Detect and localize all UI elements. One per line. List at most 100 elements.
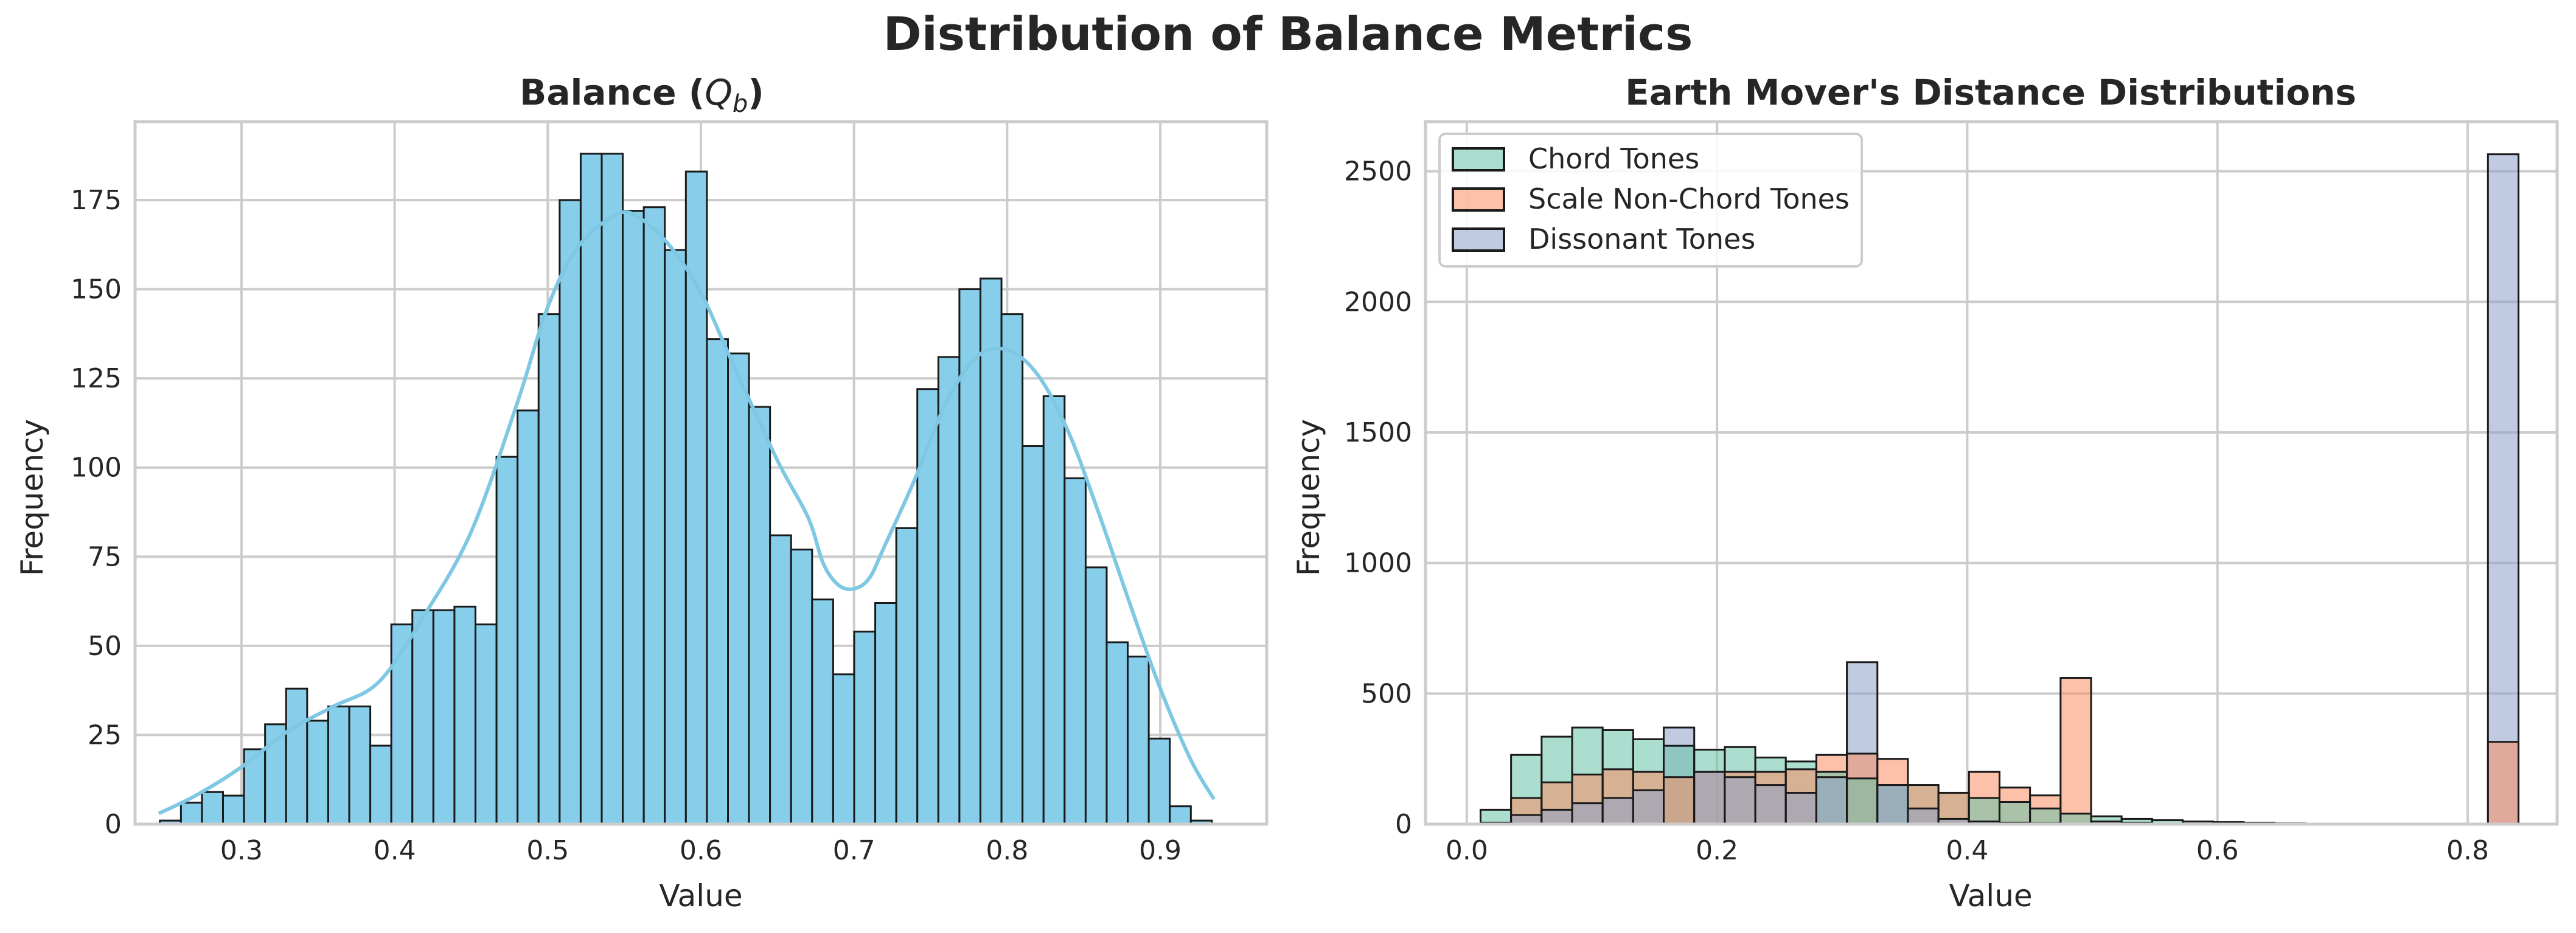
balance-bars: [159, 153, 1213, 825]
histogram-bar: [1063, 477, 1087, 825]
histogram-bar: [348, 706, 372, 825]
y-tick-label: 2500: [1344, 156, 1412, 187]
balance-histogram-panel: Balance (Qb) Value Frequency 0.3 0.4 0.5 0.…: [15, 72, 1269, 914]
emd-bars: [1479, 153, 2519, 825]
histogram-bar: [979, 277, 1003, 825]
histogram-bar: [579, 153, 603, 825]
histogram-bar: [411, 609, 434, 825]
histogram-bar: [1169, 805, 1192, 825]
histogram-bar: [937, 356, 961, 825]
histogram-bar-dissonant-tones: [1693, 771, 1726, 825]
histogram-bar-chord-tones: [1846, 777, 1879, 825]
histogram-bar-chord-tones: [1998, 801, 2031, 825]
histogram-bar: [1022, 445, 1045, 825]
x-tick-label: 0.6: [2196, 835, 2239, 866]
histogram-bar: [790, 549, 813, 825]
histogram-bar: [306, 720, 329, 825]
y-tick-label: 50: [88, 631, 122, 662]
emd-x-axis-label: Value: [1949, 878, 2032, 914]
title-symbol: Q: [705, 72, 733, 113]
y-tick-label: 25: [88, 720, 122, 751]
histogram-bar-dissonant-tones: [1907, 807, 1940, 825]
histogram-bar: [622, 210, 645, 825]
histogram-bar-chord-tones: [2029, 807, 2062, 825]
y-tick-label: 1500: [1344, 417, 1412, 448]
x-tick-label: 0.0: [1446, 835, 1488, 866]
histogram-bar-chord-tones: [1968, 797, 2000, 825]
histogram-bar: [285, 687, 308, 825]
balance-axes-frame: [133, 120, 1269, 826]
emd-histogram-panel: Earth Mover's Distance Distributions Val…: [1291, 72, 2559, 914]
histogram-bar: [222, 794, 245, 825]
y-tick-label: 125: [71, 363, 122, 394]
y-tick-label: 150: [71, 274, 122, 305]
histogram-bar: [664, 249, 687, 825]
balance-tick-labels: 0.3 0.4 0.5 0.6 0.7 0.8 0.9 0 25 50 75 100 125 150 175: [71, 185, 1182, 866]
histogram-bar: [811, 598, 834, 825]
x-tick-label: 0.2: [1696, 835, 1738, 866]
histogram-bar: [1105, 641, 1129, 825]
y-tick-label: 75: [88, 541, 122, 572]
histogram-bar-dissonant-tones: [1784, 791, 1817, 825]
histogram-bar-dissonant-tones: [2487, 153, 2519, 825]
histogram-bar-chord-tones: [2059, 813, 2092, 825]
x-tick-label: 0.5: [526, 835, 569, 866]
histogram-bar: [537, 313, 561, 825]
emd-tick-labels: 0.0 0.2 0.4 0.6 0.8 0 500 1000 1500 2000 2500: [1344, 156, 2489, 866]
histogram-bar-dissonant-tones: [1724, 776, 1756, 825]
title-suffix: ): [748, 72, 764, 113]
balance-y-axis-label: Frequency: [15, 419, 50, 576]
title-prefix: Balance (: [520, 72, 705, 113]
balance-chart-title: Balance (Qb): [520, 72, 764, 118]
x-tick-label: 0.6: [680, 835, 722, 866]
x-tick-label: 0.7: [833, 835, 875, 866]
x-tick-label: 0.4: [374, 835, 416, 866]
title-subscript: b: [733, 90, 748, 118]
x-tick-label: 0.3: [220, 835, 263, 866]
histogram-bar: [517, 409, 540, 825]
histogram-bar: [201, 791, 225, 825]
histogram-bar-dissonant-tones: [1632, 789, 1665, 825]
y-tick-label: 100: [71, 453, 122, 484]
histogram-bar: [916, 388, 939, 825]
y-tick-label: 2000: [1344, 286, 1412, 317]
histogram-bar: [1084, 566, 1108, 825]
histogram-bar: [179, 802, 203, 825]
histogram-bar: [327, 706, 350, 825]
histogram-bar-scale-non-chord-tones: [1663, 776, 1696, 825]
histogram-bar-dissonant-tones: [1815, 776, 1848, 825]
balance-kde-curve: [158, 210, 1216, 816]
histogram-bar: [559, 199, 582, 825]
histogram-bar: [832, 673, 855, 825]
emd-chart-title: Earth Mover's Distance Distributions: [1625, 72, 2356, 113]
legend-frame: [1438, 133, 1863, 268]
x-tick-label: 0.9: [1139, 835, 1182, 866]
histogram-bar: [1042, 395, 1066, 825]
histogram-bar: [706, 338, 729, 825]
legend-swatch-scale-non-chord-tones: [1452, 187, 1505, 212]
x-tick-label: 0.8: [986, 835, 1028, 866]
y-tick-label: 1000: [1344, 548, 1412, 579]
histogram-bar: [1000, 313, 1024, 825]
legend-swatch-dissonant-tones: [1452, 227, 1505, 252]
figure-title: Distribution of Balance Metrics: [883, 7, 1693, 61]
histogram-bar-dissonant-tones: [1876, 784, 1909, 825]
histogram-bar: [874, 602, 897, 825]
histogram-bar: [495, 456, 519, 825]
histogram-bar: [475, 623, 498, 825]
histogram-bar: [642, 206, 666, 825]
histogram-bar-dissonant-tones: [1571, 802, 1604, 825]
legend-swatch-chord-tones: [1452, 147, 1505, 172]
histogram-bar: [243, 748, 266, 825]
emd-legend: Chord Tones Scale Non-Chord Tones Disson…: [1438, 133, 1863, 268]
histogram-bar-scale-non-chord-tones: [2487, 741, 2519, 825]
histogram-bar: [600, 153, 624, 825]
histogram-bar: [895, 527, 919, 825]
y-tick-label: 0: [1395, 809, 1412, 840]
histogram-bar: [726, 352, 750, 825]
emd-y-axis-label: Frequency: [1291, 419, 1326, 576]
legend-label-dissonant-tones: Dissonant Tones: [1528, 223, 1755, 255]
histogram-bar: [853, 630, 877, 825]
histogram-bar-scale-non-chord-tones: [2059, 677, 2092, 825]
